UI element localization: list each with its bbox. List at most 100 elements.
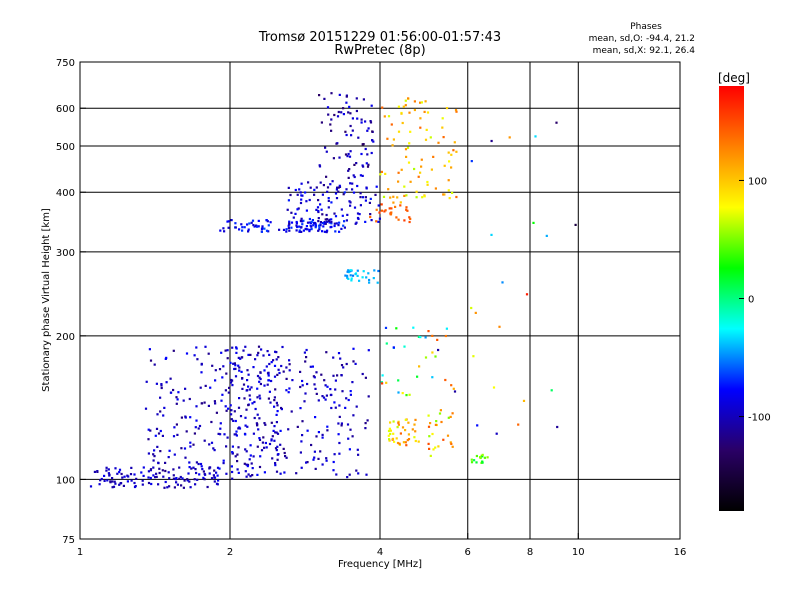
data-point bbox=[258, 376, 261, 379]
data-point bbox=[475, 454, 478, 458]
data-point bbox=[401, 392, 404, 395]
data-point bbox=[413, 167, 416, 171]
data-point bbox=[108, 473, 111, 476]
data-point bbox=[317, 217, 320, 220]
data-point bbox=[235, 346, 238, 349]
data-point bbox=[141, 479, 144, 482]
data-point bbox=[251, 467, 254, 470]
data-point bbox=[556, 425, 559, 429]
data-point bbox=[427, 414, 430, 417]
data-point bbox=[327, 199, 330, 202]
data-point bbox=[360, 121, 363, 124]
data-point bbox=[233, 433, 236, 436]
data-point bbox=[321, 395, 324, 398]
data-point bbox=[111, 480, 114, 483]
data-point bbox=[163, 486, 166, 489]
data-point bbox=[330, 218, 333, 221]
data-point bbox=[252, 455, 255, 458]
data-point bbox=[317, 224, 321, 227]
data-point bbox=[111, 477, 114, 480]
data-point bbox=[385, 342, 388, 345]
data-point bbox=[301, 420, 304, 423]
data-point bbox=[252, 366, 255, 369]
data-point bbox=[244, 416, 247, 419]
data-point bbox=[244, 345, 247, 348]
data-point bbox=[106, 479, 109, 482]
data-point bbox=[164, 461, 167, 464]
data-point bbox=[355, 97, 358, 100]
data-point bbox=[356, 274, 359, 277]
data-point bbox=[237, 406, 241, 409]
data-point bbox=[168, 477, 171, 480]
data-point bbox=[175, 402, 178, 405]
data-point bbox=[230, 418, 233, 421]
data-point bbox=[383, 210, 386, 213]
data-point bbox=[315, 186, 318, 189]
data-point bbox=[384, 326, 388, 329]
data-point bbox=[402, 441, 405, 444]
data-point bbox=[256, 413, 259, 416]
data-point bbox=[147, 428, 150, 431]
data-point bbox=[424, 356, 428, 359]
data-point bbox=[340, 374, 343, 377]
data-point bbox=[348, 448, 351, 451]
axes: 1 2 4 6 8 10 16 75 100 200 300 400 500 600 750 bbox=[56, 58, 686, 558]
data-point bbox=[406, 146, 410, 149]
data-point bbox=[342, 193, 345, 196]
data-point bbox=[431, 351, 434, 354]
data-point bbox=[105, 466, 108, 469]
data-point bbox=[210, 477, 214, 480]
data-point bbox=[330, 225, 333, 228]
chart-subtitle: RwPretec (8p) bbox=[334, 43, 425, 58]
data-point bbox=[426, 180, 429, 184]
data-point bbox=[414, 439, 417, 443]
data-point bbox=[248, 458, 251, 461]
data-point bbox=[416, 375, 419, 378]
data-point bbox=[264, 441, 267, 445]
data-point bbox=[218, 467, 221, 470]
data-point bbox=[247, 353, 250, 356]
data-point bbox=[155, 427, 159, 430]
data-point bbox=[263, 422, 266, 425]
data-point bbox=[288, 229, 291, 232]
data-point bbox=[216, 483, 219, 486]
data-point bbox=[313, 383, 316, 386]
data-point bbox=[449, 415, 452, 418]
data-point bbox=[335, 222, 338, 225]
data-point bbox=[195, 461, 198, 464]
data-point bbox=[255, 422, 258, 425]
data-point bbox=[217, 432, 220, 435]
data-point bbox=[201, 468, 204, 471]
data-point bbox=[292, 216, 295, 219]
data-point bbox=[349, 393, 352, 396]
data-point bbox=[403, 219, 406, 222]
data-point bbox=[133, 485, 137, 489]
data-point bbox=[174, 477, 177, 480]
data-point bbox=[164, 469, 167, 473]
data-point bbox=[452, 387, 455, 390]
data-point bbox=[421, 196, 424, 199]
data-point bbox=[377, 269, 380, 273]
data-point bbox=[329, 393, 332, 397]
data-point bbox=[262, 436, 265, 439]
data-point bbox=[365, 276, 368, 279]
data-point bbox=[258, 417, 261, 420]
data-point bbox=[186, 479, 189, 482]
data-point bbox=[362, 165, 365, 168]
data-point bbox=[340, 364, 344, 367]
data-point bbox=[273, 375, 277, 378]
data-point bbox=[368, 278, 371, 282]
data-point bbox=[325, 175, 328, 178]
data-point bbox=[114, 467, 117, 470]
data-point bbox=[498, 325, 501, 328]
data-point bbox=[319, 221, 323, 224]
colorbar-label: [deg] bbox=[718, 71, 750, 85]
data-point bbox=[183, 479, 186, 482]
data-point bbox=[328, 221, 331, 224]
data-point bbox=[273, 364, 277, 367]
data-point bbox=[362, 270, 365, 273]
data-point bbox=[231, 384, 234, 387]
data-point bbox=[323, 97, 326, 100]
data-point bbox=[257, 428, 260, 431]
